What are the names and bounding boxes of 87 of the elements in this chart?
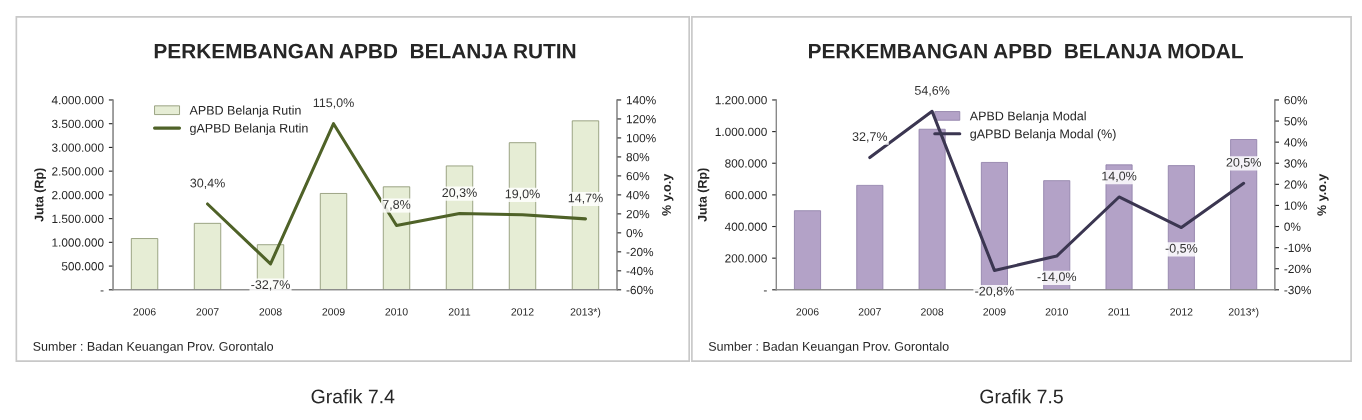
data-label: 30,4% [190,178,225,189]
bar [130,238,159,290]
y-tick-label: 1.200.000 [715,95,767,105]
bar [856,184,884,290]
data-label: 54,6% [914,85,950,97]
data-label: -0,5% [1165,243,1198,255]
y2-tick-label: 20% [626,209,650,219]
y-tick-label: 1.000.000 [715,127,767,136]
y2-tick-label: -20% [1284,264,1311,274]
y2-tick-label: 120% [626,114,656,124]
y-tick-label: 1.000.000 [52,238,104,247]
legend-label: APBD Belanja Modal [969,111,1086,123]
text: Sumber : Badan Keuangan Prov. Gorontalo [708,341,949,354]
y2-tick-label: -20% [626,247,654,257]
y2-tick-label: 50% [1284,117,1308,126]
text: Grafik 7.4 [311,389,395,404]
data-label: -20,8% [975,286,1014,297]
data-label: 115,0% [313,98,354,109]
y-tick-label: 2.500.000 [52,167,104,176]
y-tick-label: - [763,290,767,292]
y-tick-label: 400.000 [724,222,767,231]
x-tick-label: 2006 [133,308,156,316]
y2-tick-label: -60% [626,285,654,295]
y2-tick-label: 30% [1284,159,1308,168]
y2-tick-label: -10% [1284,243,1311,253]
x-tick-label: 2011 [448,308,471,316]
y-tick-label: - [100,290,104,292]
y2-axis-title: % y.o.y [662,173,674,216]
x-tick-label: 2010 [1045,308,1068,316]
data-label: 14,7% [568,193,603,204]
legend-label: gAPBD Belanja Rutin [190,123,308,136]
data-label: -32,7% [251,280,290,291]
x-tick-label: 2008 [259,308,282,316]
bar [918,128,946,290]
y-tick-label: 4.000.000 [51,95,104,105]
y2-tick-label: 0% [1284,222,1301,231]
data-label: 7,8% [382,200,411,211]
y-tick-label: 2.000.000 [52,190,104,200]
y2-tick-label: 100% [626,133,656,143]
data-label: 20,5% [1226,157,1261,169]
y2-tick-label: 40% [626,190,650,200]
x-tick-label: 2007 [196,308,219,316]
data-label: 14,0% [1102,171,1137,182]
x-tick-label: 2009 [983,308,1006,316]
y2-tick-label: 40% [1284,138,1308,147]
y-axis-title: Juta (Rp) [34,168,46,222]
y-tick-label: 1.500.000 [52,214,104,223]
data-label: 19,0% [505,189,540,200]
y-tick-label: 600.000 [725,190,767,200]
x-tick-label: 2011 [1108,308,1130,316]
y2-tick-label: 60% [1284,95,1308,105]
x-tick-label: 2006 [796,308,819,316]
data-label: 20,3% [442,188,477,199]
bar [319,193,348,290]
y-tick-label: 200.000 [725,254,767,263]
x-tick-label: 2013*) [570,307,601,318]
y2-tick-label: 20% [1284,180,1308,189]
bar [193,222,222,290]
x-tick-label: 2012 [1170,308,1193,316]
x-tick-label: 2010 [385,308,408,316]
text: Sumber : Badan Keuangan Prov. Gorontalo [33,341,274,354]
text: Grafik 7.5 [980,389,1063,404]
y-tick-label: 500.000 [61,262,104,271]
y-tick-label: 3.500.000 [51,119,104,129]
x-tick-label: 2013*) [1228,307,1259,318]
y2-tick-label: 140% [626,95,656,105]
data-label: -14,0% [1037,272,1077,283]
y-tick-label: 800.000 [725,159,767,168]
x-tick-label: 2009 [322,308,345,316]
y2-tick-label: 80% [626,152,650,162]
legend-label: gAPBD Belanja Modal (%) [970,129,1116,141]
y2-tick-label: 60% [626,171,650,181]
x-tick-label: 2008 [921,308,944,316]
chart-title: PERKEMBANGAN APBD BELANJA MODAL [809,43,1243,59]
legend-label: APBD Belanja Rutin [189,105,301,118]
y2-tick-label: -40% [626,266,654,276]
y-axis-title: Juta (Rp) [697,168,710,222]
x-tick-label: 2012 [511,308,534,316]
chart-title: PERKEMBANGAN APBD BELANJA RUTIN [154,43,576,59]
x-tick-label: 2007 [858,308,881,316]
y2-tick-label: 10% [1284,201,1308,210]
data-label: 32,7% [852,132,888,143]
y2-axis-title: % y.o.y [1317,173,1329,216]
bar [793,210,821,290]
y-tick-label: 3.000.000 [51,143,104,152]
y2-tick-label: -30% [1284,285,1311,295]
y2-tick-label: 0% [626,228,643,238]
